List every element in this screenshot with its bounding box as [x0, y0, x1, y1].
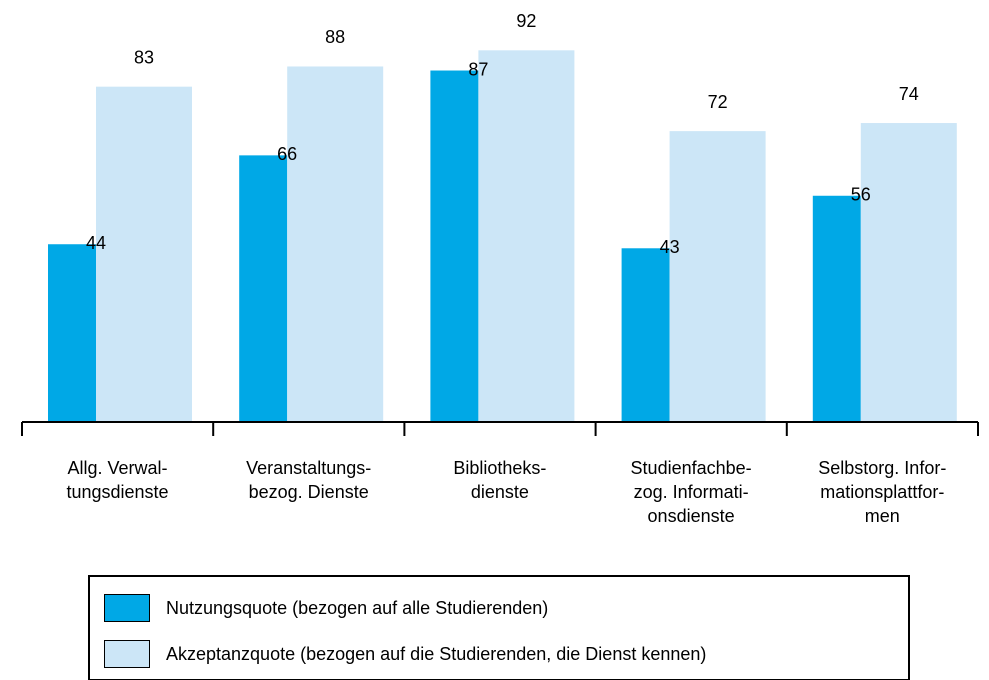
bar: [860, 123, 957, 422]
x-tick-label: Selbstorg. Infor- mationsplattfor- men: [818, 458, 947, 526]
data-label: 44: [86, 233, 106, 253]
data-label: 88: [325, 27, 345, 47]
bar: [96, 86, 192, 423]
bar: [430, 70, 479, 423]
bar: [287, 66, 384, 422]
bar: [239, 155, 288, 423]
data-label: 92: [516, 11, 536, 31]
legend-label: Akzeptanzquote (bezogen auf die Studiere…: [166, 643, 707, 664]
data-label: 43: [660, 237, 680, 257]
legend-swatch: [104, 594, 150, 622]
x-tick-label: Veranstaltungs- bezog. Dienste: [246, 458, 372, 502]
data-label: 56: [851, 185, 871, 205]
x-tick-label: Bibliotheks- dienste: [453, 458, 547, 502]
bar: [669, 131, 766, 422]
data-label: 74: [899, 84, 919, 104]
data-label: 87: [468, 59, 488, 79]
legend-label: Nutzungsquote (bezogen auf alle Studiere…: [166, 597, 549, 618]
bar: [478, 50, 575, 422]
data-label: 83: [134, 47, 154, 67]
bar: [48, 244, 96, 422]
legend: Nutzungsquote (bezogen auf alle Studiere…: [88, 575, 910, 680]
bar: [621, 248, 670, 422]
legend-item: Akzeptanzquote (bezogen auf die Studiere…: [104, 640, 706, 668]
bar: [812, 195, 861, 422]
x-tick-label: Allg. Verwal- tungsdienste: [66, 458, 169, 502]
legend-item: Nutzungsquote (bezogen auf alle Studiere…: [104, 594, 548, 622]
data-label: 66: [277, 144, 297, 164]
data-label: 72: [708, 92, 728, 112]
legend-swatch: [104, 640, 150, 668]
x-tick-label: Studienfachbe- zog. Informati- onsdienst…: [630, 458, 752, 526]
